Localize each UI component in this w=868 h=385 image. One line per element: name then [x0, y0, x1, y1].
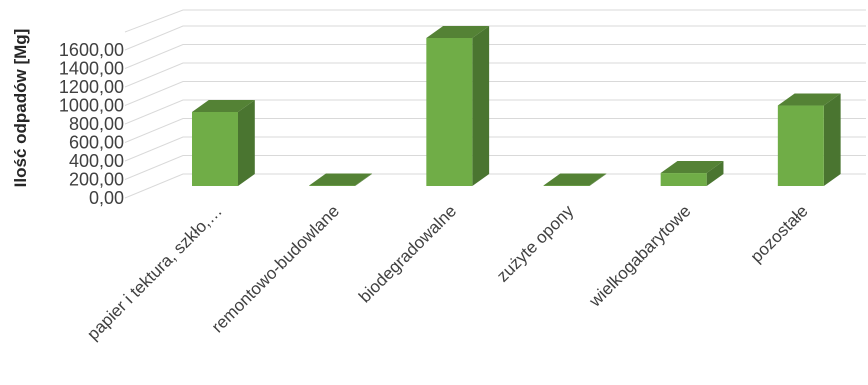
gridline [124, 44, 866, 69]
y-tick-label: 1000,00 [59, 96, 124, 116]
gridline [124, 25, 866, 51]
gridline [124, 62, 866, 88]
bar [660, 161, 724, 186]
y-tick-label: 0,00 [89, 188, 124, 208]
bars [192, 26, 841, 186]
x-category-label: papier i tektura, szkło,… [83, 201, 225, 343]
bar-front [777, 105, 824, 186]
bar [777, 93, 841, 186]
y-tick-label: 400,00 [69, 151, 124, 171]
x-category-label: wielkogabarytowe [585, 201, 695, 311]
bar-side [238, 100, 255, 186]
bar-front [192, 112, 238, 186]
bar-side [355, 173, 372, 186]
y-axis-label: Ilość odpadów [Mg] [11, 29, 30, 188]
bar-side [472, 26, 490, 186]
gridline [124, 81, 866, 106]
gridline [124, 118, 866, 143]
gridline [124, 99, 866, 125]
x-category-label: biodegradowalne [355, 201, 460, 306]
gridline [124, 173, 866, 199]
gridline [124, 155, 866, 180]
y-tick-label: 1600,00 [59, 40, 124, 60]
x-category-label: pozostałe [747, 201, 812, 266]
bar-top [309, 173, 372, 186]
bar-side [823, 93, 841, 186]
x-category-label: remontowo-budowlane [208, 201, 343, 336]
y-tick-label: 200,00 [69, 170, 124, 190]
bar-top [777, 93, 841, 106]
gridline [124, 9, 866, 33]
bar-front [426, 38, 473, 186]
bar-top [660, 161, 724, 174]
bar-side [706, 161, 724, 186]
y-tick-label: 1400,00 [59, 59, 124, 79]
bar [543, 173, 607, 186]
x-category-labels: papier i tektura, szkło,…remontowo-budow… [83, 201, 811, 344]
y-tick-label: 800,00 [69, 114, 124, 134]
bar [192, 100, 255, 186]
bar-top [543, 173, 607, 186]
bar-top [192, 100, 255, 112]
grid-layer [124, 9, 866, 199]
y-tick-label: 1200,00 [59, 77, 124, 97]
bar-top [426, 26, 490, 38]
bar [426, 26, 490, 186]
bar-front [660, 173, 707, 186]
bar [309, 173, 372, 186]
y-tick-label: 600,00 [69, 133, 124, 153]
gridline [124, 136, 866, 162]
bar-side [589, 173, 607, 186]
y-tick-labels: 0,00200,00400,00600,00800,001000,001200,… [59, 40, 124, 208]
x-category-label: zużyte opony [493, 201, 578, 286]
